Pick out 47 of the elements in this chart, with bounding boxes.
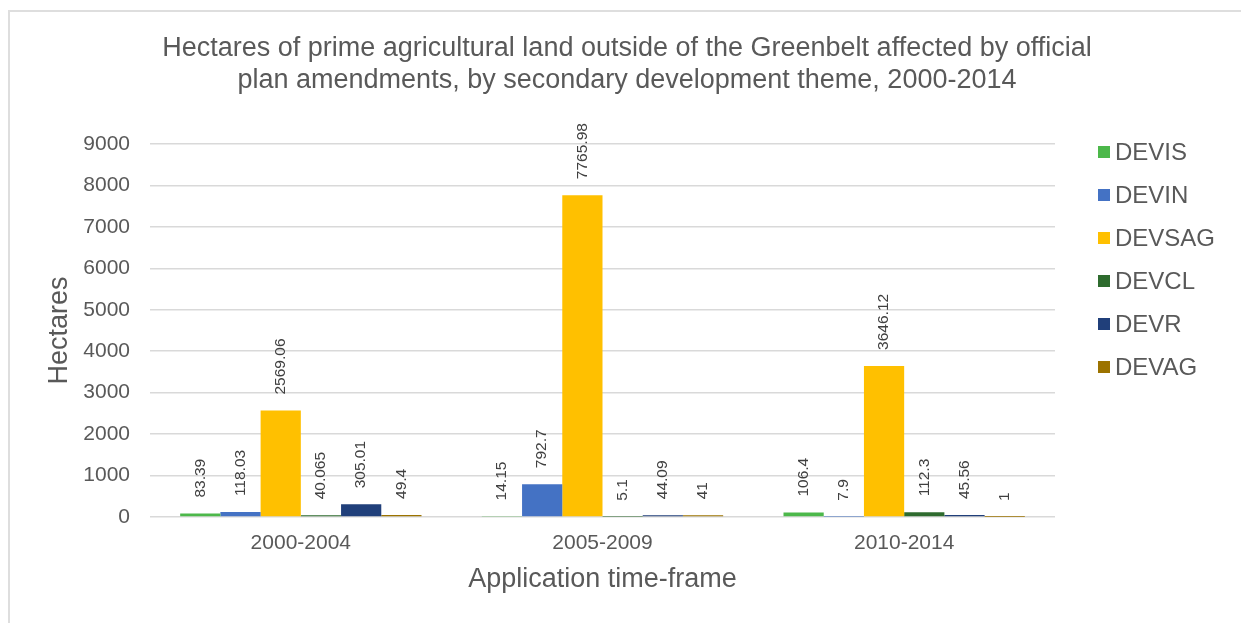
y-axis-title: Hectares (42, 276, 73, 385)
bar (260, 410, 301, 517)
y-tick-label: 1000 (83, 462, 130, 486)
legend-label: DEVR (1115, 309, 1182, 338)
bar (863, 365, 905, 517)
y-tick-label: 0 (118, 503, 130, 527)
data-label: 40.065 (311, 451, 329, 500)
data-label: 1 (995, 492, 1012, 501)
bar (220, 512, 261, 517)
y-tick-label: 9000 (83, 130, 130, 154)
y-tick-label: 6000 (83, 255, 130, 279)
data-label: 49.4 (391, 468, 409, 499)
legend-label: DEVIN (1115, 180, 1189, 209)
x-axis-title: Application time-frame (468, 563, 737, 594)
y-tick-label: 4000 (83, 338, 130, 362)
chart-title: Hectares of prime agricultural land outside of the Greenbelt affected by official plan amendments, by secondary development theme, 2000-2014 (161, 32, 1093, 95)
data-label: 44.09 (653, 460, 671, 500)
data-label: 2569.06 (271, 338, 288, 395)
bar (562, 195, 603, 517)
bar (904, 512, 945, 517)
x-tick-label: 2005-2009 (552, 530, 653, 554)
y-tick-label: 3000 (83, 379, 130, 403)
legend-label: DEVIS (1115, 137, 1188, 166)
data-label: 41 (693, 482, 711, 500)
bar (522, 484, 563, 517)
data-label: 118.03 (230, 449, 248, 497)
data-label: 106.4 (793, 457, 811, 497)
data-label: 3646.12 (874, 293, 892, 350)
data-label: 5.1 (612, 479, 630, 501)
y-tick-label: 7000 (83, 213, 130, 237)
legend-label: DEVAG (1115, 352, 1198, 381)
x-tick-label: 2010-2014 (853, 530, 955, 554)
x-tick-label: 2000-2004 (250, 530, 352, 554)
legend-label: DEVCL (1115, 266, 1196, 295)
data-label: 112.3 (914, 458, 932, 497)
data-label: 7765.98 (572, 123, 590, 180)
data-label: 14.15 (492, 461, 510, 501)
y-tick-label: 2000 (83, 420, 130, 444)
y-tick-label: 5000 (83, 296, 130, 320)
bar (341, 504, 382, 517)
data-label: 45.56 (954, 460, 972, 500)
data-label: 7.9 (834, 479, 852, 501)
data-label: 83.39 (190, 458, 208, 498)
data-label: 792.7 (532, 429, 550, 469)
y-tick-label: 8000 (83, 172, 130, 196)
legend-label: DEVSAG (1115, 223, 1216, 252)
data-label: 305.01 (351, 440, 369, 489)
